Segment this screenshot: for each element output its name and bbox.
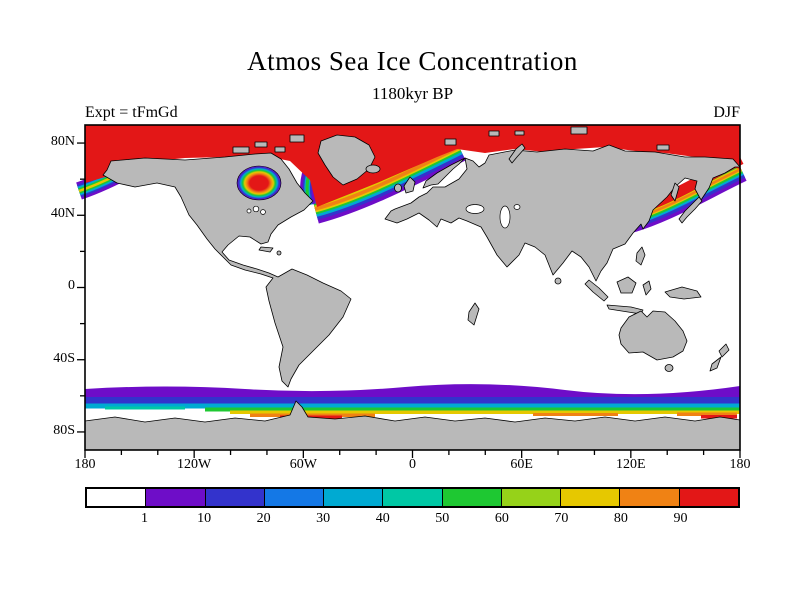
great-lake bbox=[260, 209, 266, 215]
x-tick-label: 60E bbox=[510, 457, 533, 472]
colorbar-label: 70 bbox=[554, 511, 569, 526]
colorbar-cell bbox=[501, 489, 562, 506]
new-guinea bbox=[664, 286, 702, 300]
inland-seas bbox=[246, 204, 521, 229]
colorbar-cell bbox=[87, 489, 147, 506]
colorbar-label: 30 bbox=[316, 511, 331, 526]
arctic-island bbox=[488, 130, 500, 137]
new-siberian-islands bbox=[656, 144, 670, 151]
colorbar-label: 20 bbox=[256, 511, 271, 526]
colorbar-cell bbox=[264, 489, 325, 506]
colorbar-label: 1 bbox=[141, 511, 149, 526]
philippines bbox=[635, 246, 646, 266]
greenland bbox=[317, 134, 376, 186]
hudson-bay-ice bbox=[236, 165, 282, 201]
cuba bbox=[258, 246, 274, 253]
great-lake bbox=[246, 208, 252, 214]
colorbar-label: 40 bbox=[375, 511, 390, 526]
colorbar-label: 60 bbox=[494, 511, 509, 526]
world-map bbox=[76, 124, 747, 458]
ellesmere-island bbox=[289, 134, 305, 143]
britain bbox=[403, 176, 416, 194]
continents bbox=[84, 126, 741, 451]
colorbar-cell bbox=[620, 489, 680, 506]
caspian-sea bbox=[499, 205, 511, 229]
colorbar-label: 50 bbox=[435, 511, 450, 526]
colorbar-cell bbox=[146, 489, 206, 506]
experiment-label: Expt = tFmGd bbox=[85, 104, 178, 121]
new-zealand-south bbox=[709, 356, 722, 372]
colorbar-cell bbox=[561, 489, 621, 506]
x-tick-label: 60W bbox=[289, 457, 317, 472]
tasmania bbox=[664, 364, 674, 372]
y-tick-label: 80N bbox=[50, 134, 75, 149]
japan bbox=[678, 196, 703, 224]
antarctic-ice-band bbox=[85, 384, 740, 419]
colorbar-cell bbox=[205, 489, 265, 506]
sulawesi bbox=[642, 280, 652, 296]
new-zealand-north bbox=[718, 343, 730, 358]
borneo bbox=[616, 276, 637, 294]
australia bbox=[618, 310, 688, 361]
hispaniola bbox=[276, 250, 282, 256]
x-tick-label: 180 bbox=[729, 457, 751, 472]
x-tick-label: 180 bbox=[74, 457, 96, 472]
map-canvas bbox=[76, 124, 747, 458]
y-tick-label: 40N bbox=[50, 206, 75, 221]
severnaya-zemlya bbox=[570, 126, 588, 135]
madagascar bbox=[467, 302, 480, 326]
americas bbox=[102, 152, 352, 388]
y-tick-label: 40S bbox=[53, 351, 75, 366]
colorbar bbox=[85, 487, 740, 508]
axis-ticks bbox=[77, 142, 741, 458]
colorbar-cell bbox=[442, 489, 502, 506]
ireland bbox=[394, 183, 402, 193]
canadian-arctic-island bbox=[254, 141, 268, 148]
scandinavia bbox=[422, 157, 466, 189]
colorbar-label: 90 bbox=[673, 511, 688, 526]
colorbar-cell bbox=[383, 489, 443, 506]
x-tick-label: 120W bbox=[177, 457, 212, 472]
x-tick-label: 120E bbox=[616, 457, 646, 472]
great-lake bbox=[252, 205, 260, 213]
chart-subtitle: 1180kyr BP bbox=[371, 84, 454, 103]
canadian-arctic-island bbox=[232, 146, 250, 154]
eurasia bbox=[384, 144, 741, 282]
sri-lanka bbox=[554, 277, 562, 285]
y-tick-label: 80S bbox=[53, 423, 75, 438]
map-frame-border bbox=[84, 124, 741, 451]
iceland bbox=[365, 164, 381, 174]
colorbar-label: 80 bbox=[613, 511, 628, 526]
colorbar-label: 10 bbox=[197, 511, 212, 526]
season-label: DJF bbox=[713, 104, 740, 121]
canadian-arctic-island bbox=[274, 146, 286, 153]
antarctica bbox=[84, 400, 741, 451]
novaya-zemlya bbox=[508, 143, 526, 164]
black-sea bbox=[465, 204, 485, 214]
chart-title: Atmos Sea Ice Concentration bbox=[247, 46, 578, 76]
franz-josef-land bbox=[514, 130, 525, 136]
x-tick-label: 0 bbox=[409, 457, 416, 472]
aral-sea bbox=[513, 204, 521, 210]
svalbard bbox=[444, 138, 457, 146]
y-tick-label: 0 bbox=[68, 278, 75, 293]
sumatra bbox=[584, 279, 609, 302]
colorbar-cell bbox=[679, 489, 738, 506]
colorbar-cell bbox=[324, 489, 384, 506]
sakhalin bbox=[670, 182, 680, 202]
